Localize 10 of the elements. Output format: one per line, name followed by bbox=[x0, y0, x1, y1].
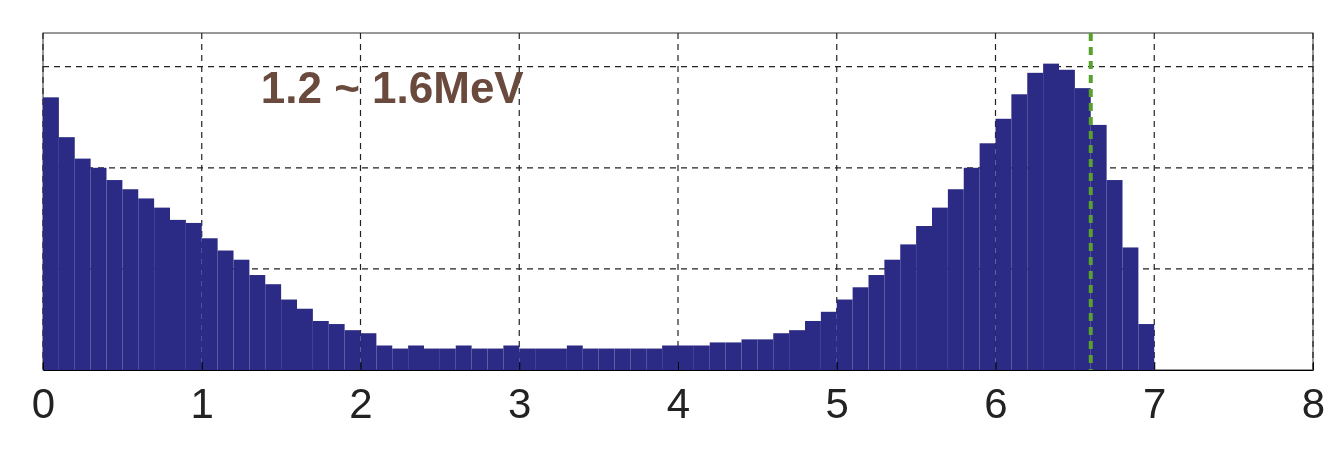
x-tick-label: 8 bbox=[1301, 379, 1326, 427]
x-tick-label: 6 bbox=[984, 379, 1008, 427]
x-tick-label: 4 bbox=[666, 379, 691, 427]
x-tick-label: 5 bbox=[825, 379, 849, 427]
annotation: 1.2 ~ 1.6MeV bbox=[260, 63, 525, 112]
x-tick-label: 7 bbox=[1143, 379, 1167, 427]
x-tick-label: 1 bbox=[190, 379, 214, 427]
x-tick-label: 2 bbox=[349, 379, 373, 427]
x-tick-label: 0 bbox=[31, 379, 56, 427]
x-tick-label: 3 bbox=[508, 379, 532, 427]
